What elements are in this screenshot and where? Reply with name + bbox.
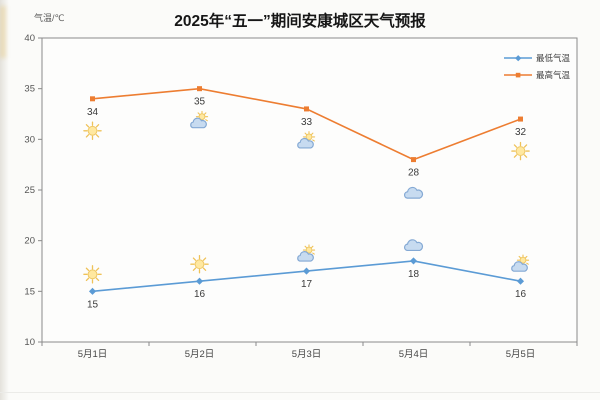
y-tick-label: 20 — [24, 236, 35, 247]
sun-icon — [190, 254, 209, 274]
y-tick-label: 10 — [24, 337, 35, 348]
legend-point — [515, 72, 521, 77]
sun-icon — [83, 121, 102, 141]
y-tick-label: 15 — [24, 286, 35, 297]
max-temp-point-marker — [304, 106, 309, 112]
x-tick-label: 5月5日 — [506, 349, 536, 360]
x-tick-label: 5月4日 — [399, 349, 429, 360]
min-temp-data-label: 16 — [194, 289, 206, 300]
max-temp-point-marker — [411, 157, 416, 163]
legend-label-min-temp: 最低气温 — [536, 52, 571, 63]
y-tick-label: 35 — [24, 84, 35, 95]
y-tick-label: 25 — [24, 185, 35, 196]
max-temp-point-marker — [197, 86, 202, 92]
y-tick-label: 30 — [24, 134, 35, 145]
sun-icon — [83, 265, 102, 284]
max-temp-point-marker — [90, 96, 95, 102]
x-tick-label: 5月2日 — [185, 349, 215, 360]
chart-title: 2025年“五一”期间安康城区天气预报 — [174, 13, 426, 30]
x-tick-label: 5月1日 — [78, 349, 108, 360]
plot-border — [41, 37, 578, 343]
legend-item-min-temp: 最低气温 — [503, 52, 577, 63]
legend-marker-min-temp — [504, 54, 532, 61]
legend-label-max-temp: 最高气温 — [536, 69, 571, 80]
max-temp-data-label: 32 — [515, 127, 527, 138]
chart-legend: 最低气温 最高气温 — [503, 52, 577, 80]
min-temp-data-label: 17 — [301, 279, 313, 290]
y-tick-label: 40 — [24, 33, 35, 44]
x-tick-label: 5月3日 — [292, 349, 322, 360]
max-temp-data-label: 35 — [194, 97, 206, 108]
y-axis-title: 气温/℃ — [34, 13, 65, 23]
sun-icon — [511, 141, 530, 161]
min-temp-point-marker — [516, 277, 525, 285]
legend-point — [515, 54, 522, 61]
min-temp-point-marker — [302, 267, 311, 275]
legend-item-max-temp: 最高气温 — [503, 69, 577, 80]
min-temp-point-marker — [409, 257, 418, 265]
min-temp-point-marker — [88, 287, 97, 295]
max-temp-point-marker — [518, 116, 523, 122]
min-temp-point-marker — [195, 277, 204, 285]
max-temp-data-label: 28 — [408, 168, 420, 179]
max-temp-data-label: 33 — [301, 117, 313, 128]
min-temp-data-label: 18 — [408, 269, 420, 280]
min-temp-data-label: 15 — [87, 299, 99, 310]
legend-marker-max-temp — [504, 72, 532, 77]
min-temp-data-label: 16 — [515, 289, 527, 300]
max-temp-data-label: 34 — [87, 107, 99, 118]
